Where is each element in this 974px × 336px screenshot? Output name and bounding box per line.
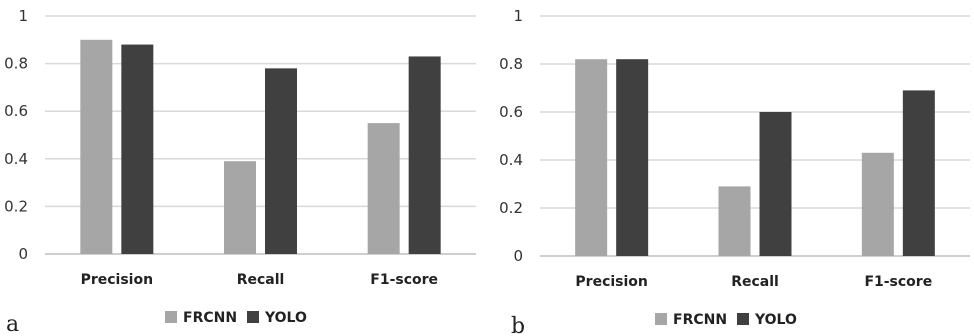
bar-frcnn-precision [575,59,608,257]
bar-yolo-f1-score [902,90,935,257]
bar-frcnn-recall [718,186,751,256]
panel-label: b [511,314,525,336]
legend-swatch-frcnn [165,311,177,323]
y-tick-label: 1 [513,7,523,25]
x-category-label: Recall [237,272,285,288]
y-tick-label: 0.8 [4,55,28,73]
bar-yolo-precision [616,59,649,257]
y-tick-label: 0 [18,245,28,263]
y-tick-label: 0.6 [499,103,523,121]
legend-label-yolo: YOLO [754,312,797,328]
bar-yolo-recall [265,68,297,254]
y-tick-label: 0.2 [4,197,28,215]
bar-frcnn-recall [224,161,256,254]
bar-frcnn-f1-score [861,152,894,256]
legend-label-frcnn: FRCNN [673,312,727,328]
x-category-label: Recall [731,274,779,290]
y-tick-label: 0.8 [499,55,523,73]
y-tick-label: 0 [513,247,523,265]
x-category-label: Precision [81,272,153,288]
x-category-label: F1-score [864,274,932,290]
legend-swatch-frcnn [655,313,667,325]
bar-frcnn-precision [80,39,113,254]
bar-yolo-precision [121,44,154,255]
y-tick-label: 1 [18,7,28,25]
chart-panel-a: 0 0.2 0.4 0.6 0.8 1 Precision Recall F1-score FRC… [4,7,476,336]
legend-swatch-yolo [247,311,259,323]
y-tick-label: 0.2 [499,199,523,217]
y-tick-label: 0.4 [4,150,28,168]
bar-frcnn-f1-score [367,123,400,254]
x-category-label: F1-score [370,272,438,288]
bar-yolo-recall [759,112,792,256]
x-category-label: Precision [575,274,647,290]
panel-label: a [6,312,19,336]
chart-panel-b: 0 0.2 0.4 0.6 0.8 1 Precision Recall F1-score FRC… [499,7,970,336]
legend-swatch-yolo [737,313,749,325]
y-tick-label: 0.4 [499,151,523,169]
legend-label-yolo: YOLO [264,310,307,326]
legend-label-frcnn: FRCNN [183,310,237,326]
bar-yolo-f1-score [408,56,441,255]
y-tick-label: 0.6 [4,102,28,120]
